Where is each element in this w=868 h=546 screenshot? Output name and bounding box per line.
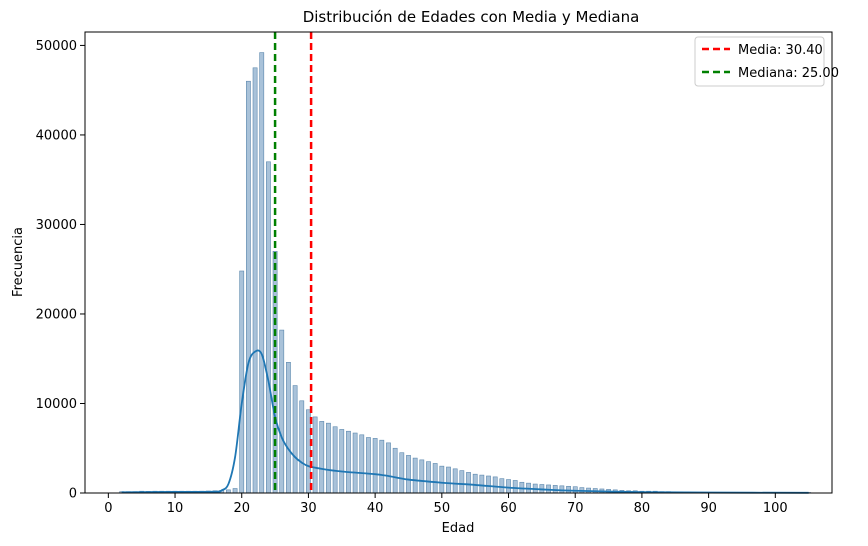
histogram-bar: [326, 422, 331, 494]
histogram-bar: [339, 429, 345, 494]
histogram-bar: [252, 67, 258, 494]
y-tick-label: 50000: [36, 39, 77, 54]
histogram-bar: [499, 478, 505, 494]
x-tick-label: 50: [434, 501, 451, 516]
y-axis-ticks: 0 10000 20000 30000 40000 50000: [36, 39, 85, 502]
x-tick-label: 0: [104, 501, 112, 516]
histogram-bar: [299, 400, 305, 494]
y-tick-label: 40000: [36, 128, 77, 143]
histogram-bar: [292, 385, 298, 494]
x-tick-label: 10: [167, 501, 184, 516]
histogram-bar: [459, 470, 465, 494]
histogram-bar: [426, 461, 431, 494]
histogram-bar: [439, 465, 445, 494]
histogram-bar: [406, 455, 411, 494]
histogram-bar: [399, 452, 405, 494]
histogram-bar: [279, 329, 285, 494]
histogram-bar: [412, 457, 418, 494]
x-axis-ticks: 0 10 20 30 40 50 60 70 80 90 100: [104, 493, 788, 516]
histogram-bar: [332, 426, 338, 494]
x-tick-label: 70: [567, 501, 584, 516]
histogram-bar: [246, 80, 251, 494]
legend-label-media: Media: 30.40: [738, 43, 823, 58]
histogram-bar: [266, 161, 271, 494]
legend-label-mediana: Mediana: 25.00: [738, 66, 839, 81]
histogram-bar: [379, 439, 385, 494]
histogram-bar: [239, 270, 245, 494]
x-tick-label: 40: [367, 501, 384, 516]
histogram-bar: [386, 442, 391, 494]
histogram-bar: [372, 438, 378, 494]
histogram-bar: [466, 472, 471, 494]
histogram-bar: [359, 434, 365, 494]
y-tick-label: 0: [69, 487, 77, 502]
y-tick-label: 20000: [36, 307, 77, 322]
histogram-bar: [479, 474, 485, 494]
x-tick-label: 80: [634, 501, 651, 516]
x-tick-label: 60: [500, 501, 517, 516]
histogram-bar: [446, 466, 451, 494]
y-axis-label: Frecuencia: [11, 227, 26, 297]
histogram-bar: [366, 437, 371, 494]
histogram-bar: [232, 488, 238, 494]
histogram-bar: [319, 421, 325, 494]
legend: Media: 30.40 Mediana: 25.00: [694, 36, 839, 87]
chart-title: Distribución de Edades con Media y Media…: [303, 8, 640, 26]
histogram-bar: [312, 416, 318, 494]
x-tick-label: 100: [763, 501, 788, 516]
x-axis-label: Edad: [442, 521, 475, 536]
histogram-bar: [512, 480, 518, 494]
histogram-bar: [452, 468, 458, 494]
histogram-bar: [492, 476, 498, 494]
plot-frame: [84, 31, 833, 494]
kde-curve: [121, 349, 809, 494]
histogram-bar: [506, 479, 511, 494]
histogram-bar: [392, 447, 398, 494]
histogram-bar: [472, 473, 478, 494]
histogram-bar: [486, 475, 491, 494]
histogram-bar: [346, 430, 351, 494]
histogram-bar: [419, 459, 425, 494]
histogram-bar: [352, 432, 358, 494]
histogram-bar: [259, 52, 265, 494]
x-tick-label: 30: [300, 501, 317, 516]
y-tick-label: 30000: [36, 218, 77, 233]
x-tick-label: 90: [700, 501, 717, 516]
histogram-bar: [432, 463, 438, 494]
histogram-bar: [286, 362, 291, 494]
y-tick-label: 10000: [36, 397, 77, 412]
x-tick-label: 20: [233, 501, 250, 516]
